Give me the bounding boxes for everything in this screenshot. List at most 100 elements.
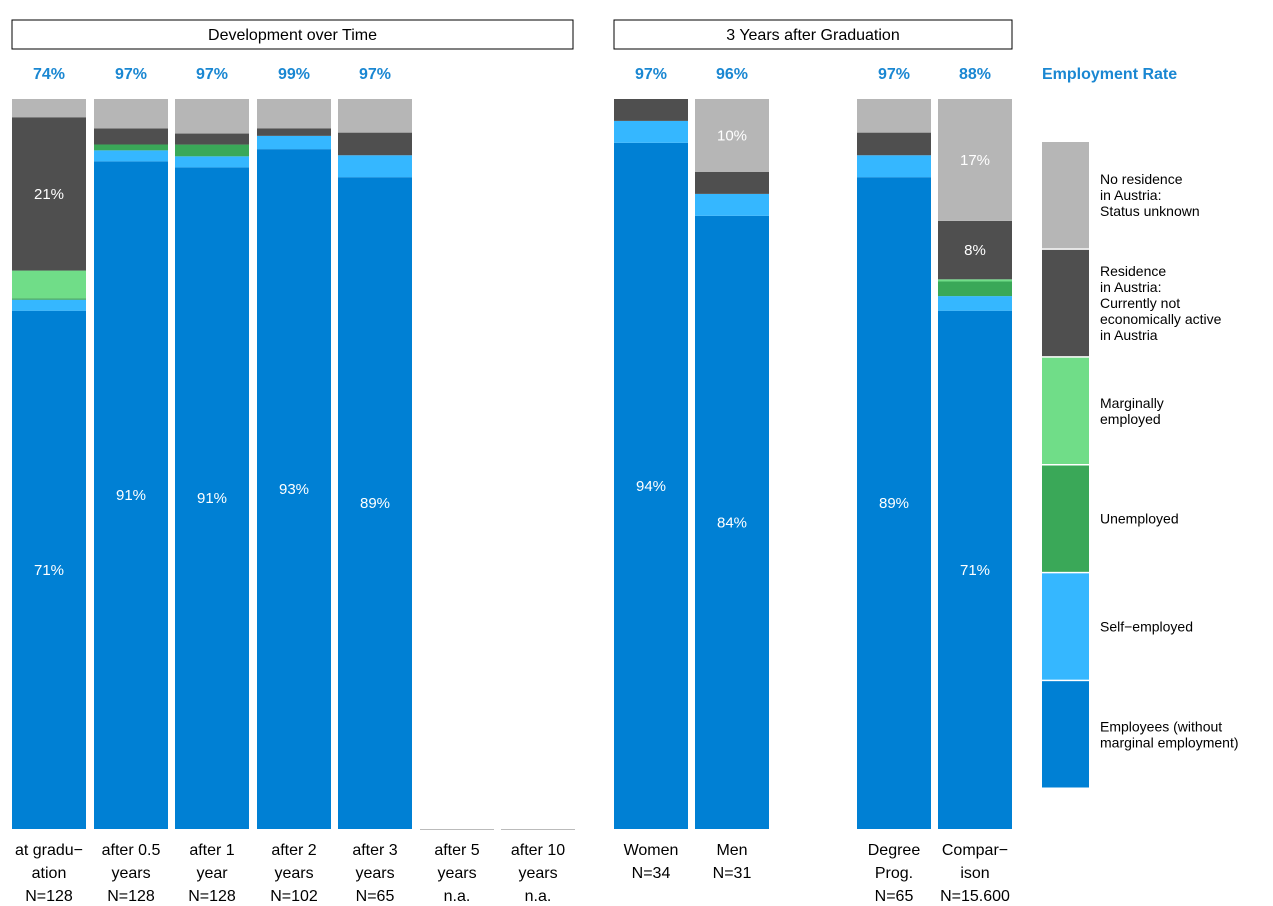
bar-segment-employees	[938, 310, 1012, 829]
bar-segment-self	[938, 296, 1012, 311]
segment-value-label: 89%	[879, 495, 909, 512]
legend-swatch	[1042, 573, 1089, 680]
bar-segment-unemployed	[175, 144, 249, 157]
bar-segment-marginal	[12, 270, 86, 299]
bar-segment-employees	[338, 177, 412, 830]
employment-rate-label: 97%	[878, 66, 910, 83]
legend-swatch	[1042, 142, 1089, 249]
panel-headers: Development over Time 3 Years after Gradu…	[11, 19, 1013, 50]
category-label: N=65	[875, 888, 914, 905]
category-label: ison	[960, 865, 989, 882]
legend-label: in Austria:	[1100, 187, 1161, 203]
stacked-bars: 71% 21% 91% 91% 93% 89% 94% 84% 10% 89% 71% 8% 17%	[12, 99, 1012, 830]
bar-segment-inactive	[257, 128, 331, 136]
category-label: at gradu−	[15, 842, 83, 859]
category-label: after 0.5	[102, 842, 161, 859]
bar-segment-inactive	[857, 132, 931, 156]
bar-4: 89%	[338, 99, 412, 830]
bar-segment-self	[257, 135, 331, 150]
employment-rate-label: 96%	[716, 66, 748, 83]
employment-rate-label: 97%	[359, 66, 391, 83]
category-label: N=34	[632, 865, 671, 882]
legend-swatch	[1042, 681, 1089, 788]
legend-label: Employees (without	[1100, 718, 1222, 734]
employment-rate-label: 97%	[196, 66, 228, 83]
employment-rate-label: 97%	[115, 66, 147, 83]
bar-segment-self	[857, 155, 931, 178]
bar-segment-employees	[857, 177, 931, 830]
category-label: after 3	[352, 842, 397, 859]
category-label: after 10	[511, 842, 565, 859]
bar-segment-inactive	[695, 172, 769, 194]
legend-label: Self−employed	[1100, 619, 1193, 635]
bar-segment-self	[614, 120, 688, 143]
employment-rate-label: 99%	[278, 66, 310, 83]
panel-header-0: Development over Time	[11, 19, 574, 50]
bar-3: 93%	[257, 99, 331, 829]
category-label: years	[518, 865, 557, 882]
category-label: N=128	[107, 888, 155, 905]
bar-1: 91%	[94, 99, 168, 829]
segment-value-label: 91%	[197, 490, 227, 507]
category-label: Prog.	[875, 865, 913, 882]
category-labels: at gradu− ation N=128 after 0.5 years N=128 af…	[15, 842, 1010, 905]
segment-value-label: 84%	[717, 514, 747, 531]
category-label: n.a.	[444, 888, 471, 905]
category-label: year	[196, 865, 228, 882]
employment-rate-label: 88%	[959, 66, 991, 83]
bar-segment-self	[338, 155, 412, 178]
legend-label: in Austria	[1100, 327, 1158, 343]
legend-item-self: Self−employed	[1042, 573, 1193, 680]
bar-segment-inactive	[94, 128, 168, 145]
legend-label: employed	[1100, 411, 1161, 427]
employment-rate-label: 74%	[33, 66, 65, 83]
segment-value-label: 8%	[964, 242, 986, 259]
category-label: n.a.	[525, 888, 552, 905]
panel-title: 3 Years after Graduation	[726, 27, 899, 44]
panel-header-box	[11, 19, 574, 50]
bar-segment-self	[175, 156, 249, 168]
bar-segment-unknown	[938, 99, 1012, 221]
legend-label: No residence	[1100, 171, 1183, 187]
category-label: N=102	[270, 888, 318, 905]
legend-label: Residence	[1100, 263, 1166, 279]
bar-segment-marginal	[938, 279, 1012, 282]
bar-segment-unemployed	[94, 144, 168, 151]
bar-segment-self	[12, 299, 86, 311]
panel-header-1: 3 Years after Graduation	[613, 19, 1013, 50]
category-label: N=15.600	[940, 888, 1010, 905]
bar-8: 84% 10%	[695, 99, 769, 830]
category-label: Men	[716, 842, 747, 859]
bar-11: 71% 8% 17%	[938, 99, 1012, 829]
bar-2: 91%	[175, 99, 249, 829]
segment-value-label: 94%	[636, 478, 666, 495]
employment-rate-label: 97%	[635, 66, 667, 83]
legend-swatch	[1042, 249, 1089, 357]
bar-segment-unemployed	[12, 298, 86, 300]
bar-segment-inactive	[614, 99, 688, 121]
bar-segment-unknown	[94, 99, 168, 129]
segment-value-label: 91%	[116, 487, 146, 504]
legend-label: Status unknown	[1100, 203, 1200, 219]
bar-segment-unknown	[857, 99, 931, 133]
bar-segment-unknown	[175, 99, 249, 134]
bar-segment-unknown	[257, 99, 331, 129]
category-label: after 1	[189, 842, 234, 859]
legend-label: Unemployed	[1100, 511, 1179, 527]
segment-value-label: 71%	[34, 562, 64, 579]
panel-header-box	[613, 19, 1013, 50]
segment-value-label: 93%	[279, 481, 309, 498]
bar-7: 94%	[614, 99, 688, 830]
category-label: ation	[32, 865, 67, 882]
bar-segment-employees	[695, 215, 769, 830]
bar-segment-unknown	[338, 99, 412, 133]
segment-value-label: 89%	[360, 495, 390, 512]
bar-segment-inactive	[938, 220, 1012, 280]
bar-segment-inactive	[175, 133, 249, 145]
